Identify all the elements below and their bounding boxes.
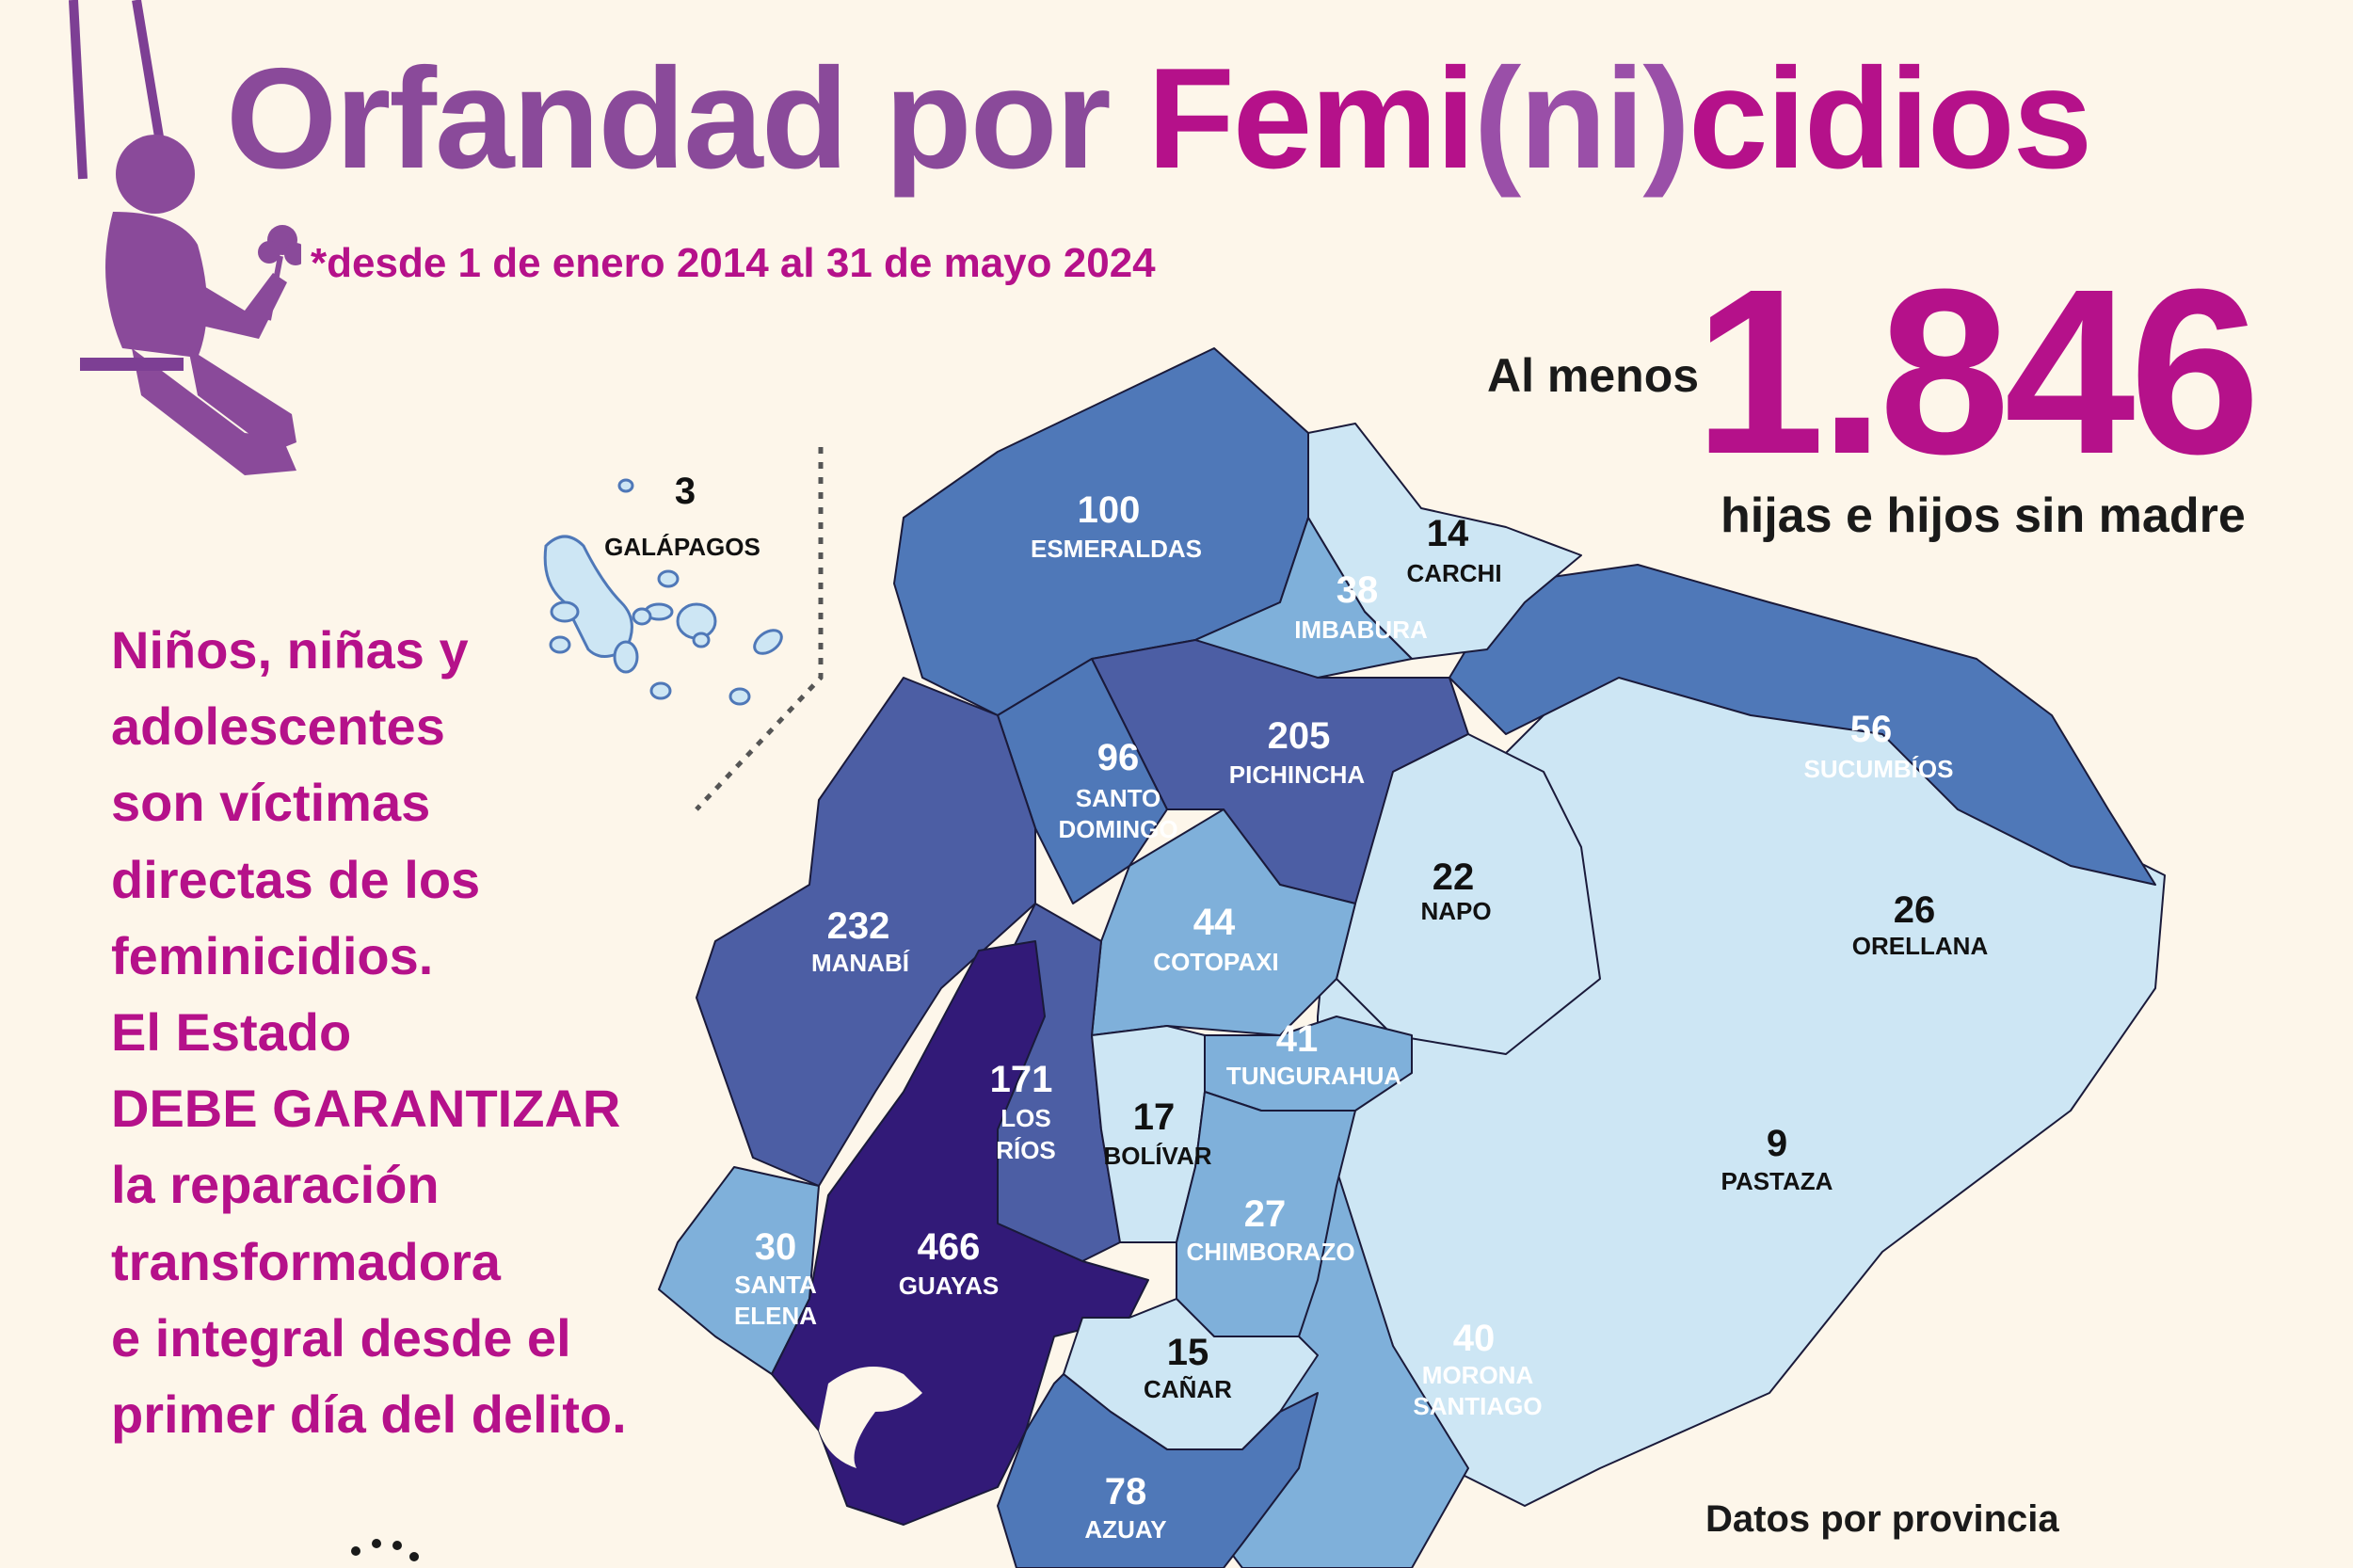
label-carchi: CARCHI	[1406, 559, 1501, 587]
label-manabi: MANABÍ	[811, 949, 910, 977]
label-esmeraldas: ESMERALDAS	[1031, 535, 1202, 563]
label-imbabura: IMBABURA	[1294, 616, 1428, 644]
label-guayas: GUAYAS	[899, 1272, 999, 1300]
label-canar: CAÑAR	[1144, 1375, 1232, 1403]
label-galapagos: GALÁPAGOS	[604, 533, 760, 561]
region-santa-elena	[658, 1166, 820, 1375]
label-santo-domingo-line1: SANTO	[1076, 784, 1161, 812]
value-sucumbios: 56	[1850, 709, 1893, 750]
label-morona-santiago-line2: SANTIAGO	[1413, 1392, 1542, 1420]
label-chimborazo: CHIMBORAZO	[1186, 1238, 1354, 1266]
body-line: e integral desde el	[111, 1307, 571, 1368]
title-part-3: (ni)	[1473, 39, 1690, 199]
label-cotopaxi: COTOPAXI	[1153, 948, 1278, 976]
stat-prefix: Al menos	[1487, 349, 1700, 402]
label-orellana: ORELLANA	[1852, 932, 1989, 960]
value-santa-elena: 30	[755, 1226, 797, 1268]
label-pastaza: PASTAZA	[1721, 1167, 1833, 1195]
body-line: primer día del delito.	[111, 1384, 627, 1444]
province-labels: 3 GALÁPAGOS 100 ESMERALDAS 14 CARCHI 38 …	[604, 471, 1988, 1544]
value-esmeraldas: 100	[1078, 489, 1141, 531]
source-note: Datos por provincia	[1705, 1498, 2059, 1540]
label-santa-elena-line1: SANTA	[734, 1271, 817, 1299]
title-part-1: Orfandad por	[226, 39, 1147, 199]
province-shapes	[658, 347, 2166, 1568]
body-line: la reparación	[111, 1155, 440, 1215]
label-morona-santiago-line1: MORONA	[1422, 1361, 1534, 1389]
stat-caption: hijas e hijos sin madre	[1721, 488, 2246, 543]
label-sucumbios: SUCUMBÍOS	[1804, 755, 1954, 783]
gulf-of-guayaquil	[819, 1367, 922, 1468]
value-bolivar: 17	[1133, 1096, 1176, 1138]
value-carchi: 14	[1427, 513, 1469, 554]
stat-value: 1.846	[1694, 240, 2261, 503]
label-napo: NAPO	[1420, 897, 1491, 925]
label-azuay: AZUAY	[1084, 1515, 1166, 1544]
decorative-dots	[351, 1539, 419, 1561]
value-imbabura: 38	[1337, 569, 1379, 611]
body-line: transformadora	[111, 1231, 501, 1291]
galapagos-divider	[695, 447, 824, 811]
value-manabi: 232	[827, 905, 890, 947]
value-morona-santiago: 40	[1453, 1318, 1496, 1359]
page-title: Orfandad por Femi(ni)cidios	[226, 47, 2092, 190]
region-sucumbios	[1449, 564, 2156, 886]
value-los-rios: 171	[990, 1059, 1053, 1100]
value-galapagos: 3	[675, 471, 696, 512]
value-orellana: 26	[1894, 889, 1936, 931]
value-pichincha: 205	[1268, 715, 1331, 757]
value-napo: 22	[1433, 856, 1475, 898]
body-line: DEBE GARANTIZAR	[111, 1079, 621, 1139]
body-line: directas de los	[111, 849, 481, 909]
region-napo	[1336, 733, 1601, 1055]
value-santo-domingo: 96	[1097, 737, 1140, 778]
child-on-swing-icon	[69, 0, 301, 475]
title-part-4: cidios	[1689, 39, 2092, 199]
value-guayas: 466	[918, 1226, 981, 1268]
label-los-rios-line2: RÍOS	[996, 1136, 1056, 1164]
body-line: El Estado	[111, 1001, 352, 1062]
label-bolivar: BOLÍVAR	[1103, 1142, 1211, 1170]
value-chimborazo: 27	[1244, 1193, 1287, 1235]
label-tungurahua: TUNGURAHUA	[1226, 1062, 1402, 1090]
body-line: Niños, niñas y	[111, 620, 469, 680]
label-santa-elena-line2: ELENA	[734, 1302, 817, 1330]
value-pastaza: 9	[1767, 1123, 1787, 1164]
galapagos-islands	[543, 478, 783, 706]
value-canar: 15	[1167, 1332, 1209, 1373]
title-part-2: Femi	[1146, 39, 1476, 199]
value-cotopaxi: 44	[1193, 902, 1236, 943]
label-los-rios-line1: LOS	[1000, 1104, 1050, 1132]
body-text: Niños, niñas y adolescentes son víctimas…	[111, 612, 695, 1452]
body-line: feminicidios.	[111, 925, 434, 985]
body-line: son víctimas	[111, 773, 431, 833]
value-azuay: 78	[1105, 1471, 1147, 1512]
region-azuay	[997, 1373, 1319, 1568]
body-line: adolescentes	[111, 696, 445, 757]
date-range: *desde 1 de enero 2014 al 31 de mayo 202…	[311, 240, 1156, 286]
value-tungurahua: 41	[1276, 1018, 1319, 1060]
label-pichincha: PICHINCHA	[1229, 760, 1366, 789]
label-santo-domingo-line2: DOMINGO	[1058, 815, 1177, 843]
